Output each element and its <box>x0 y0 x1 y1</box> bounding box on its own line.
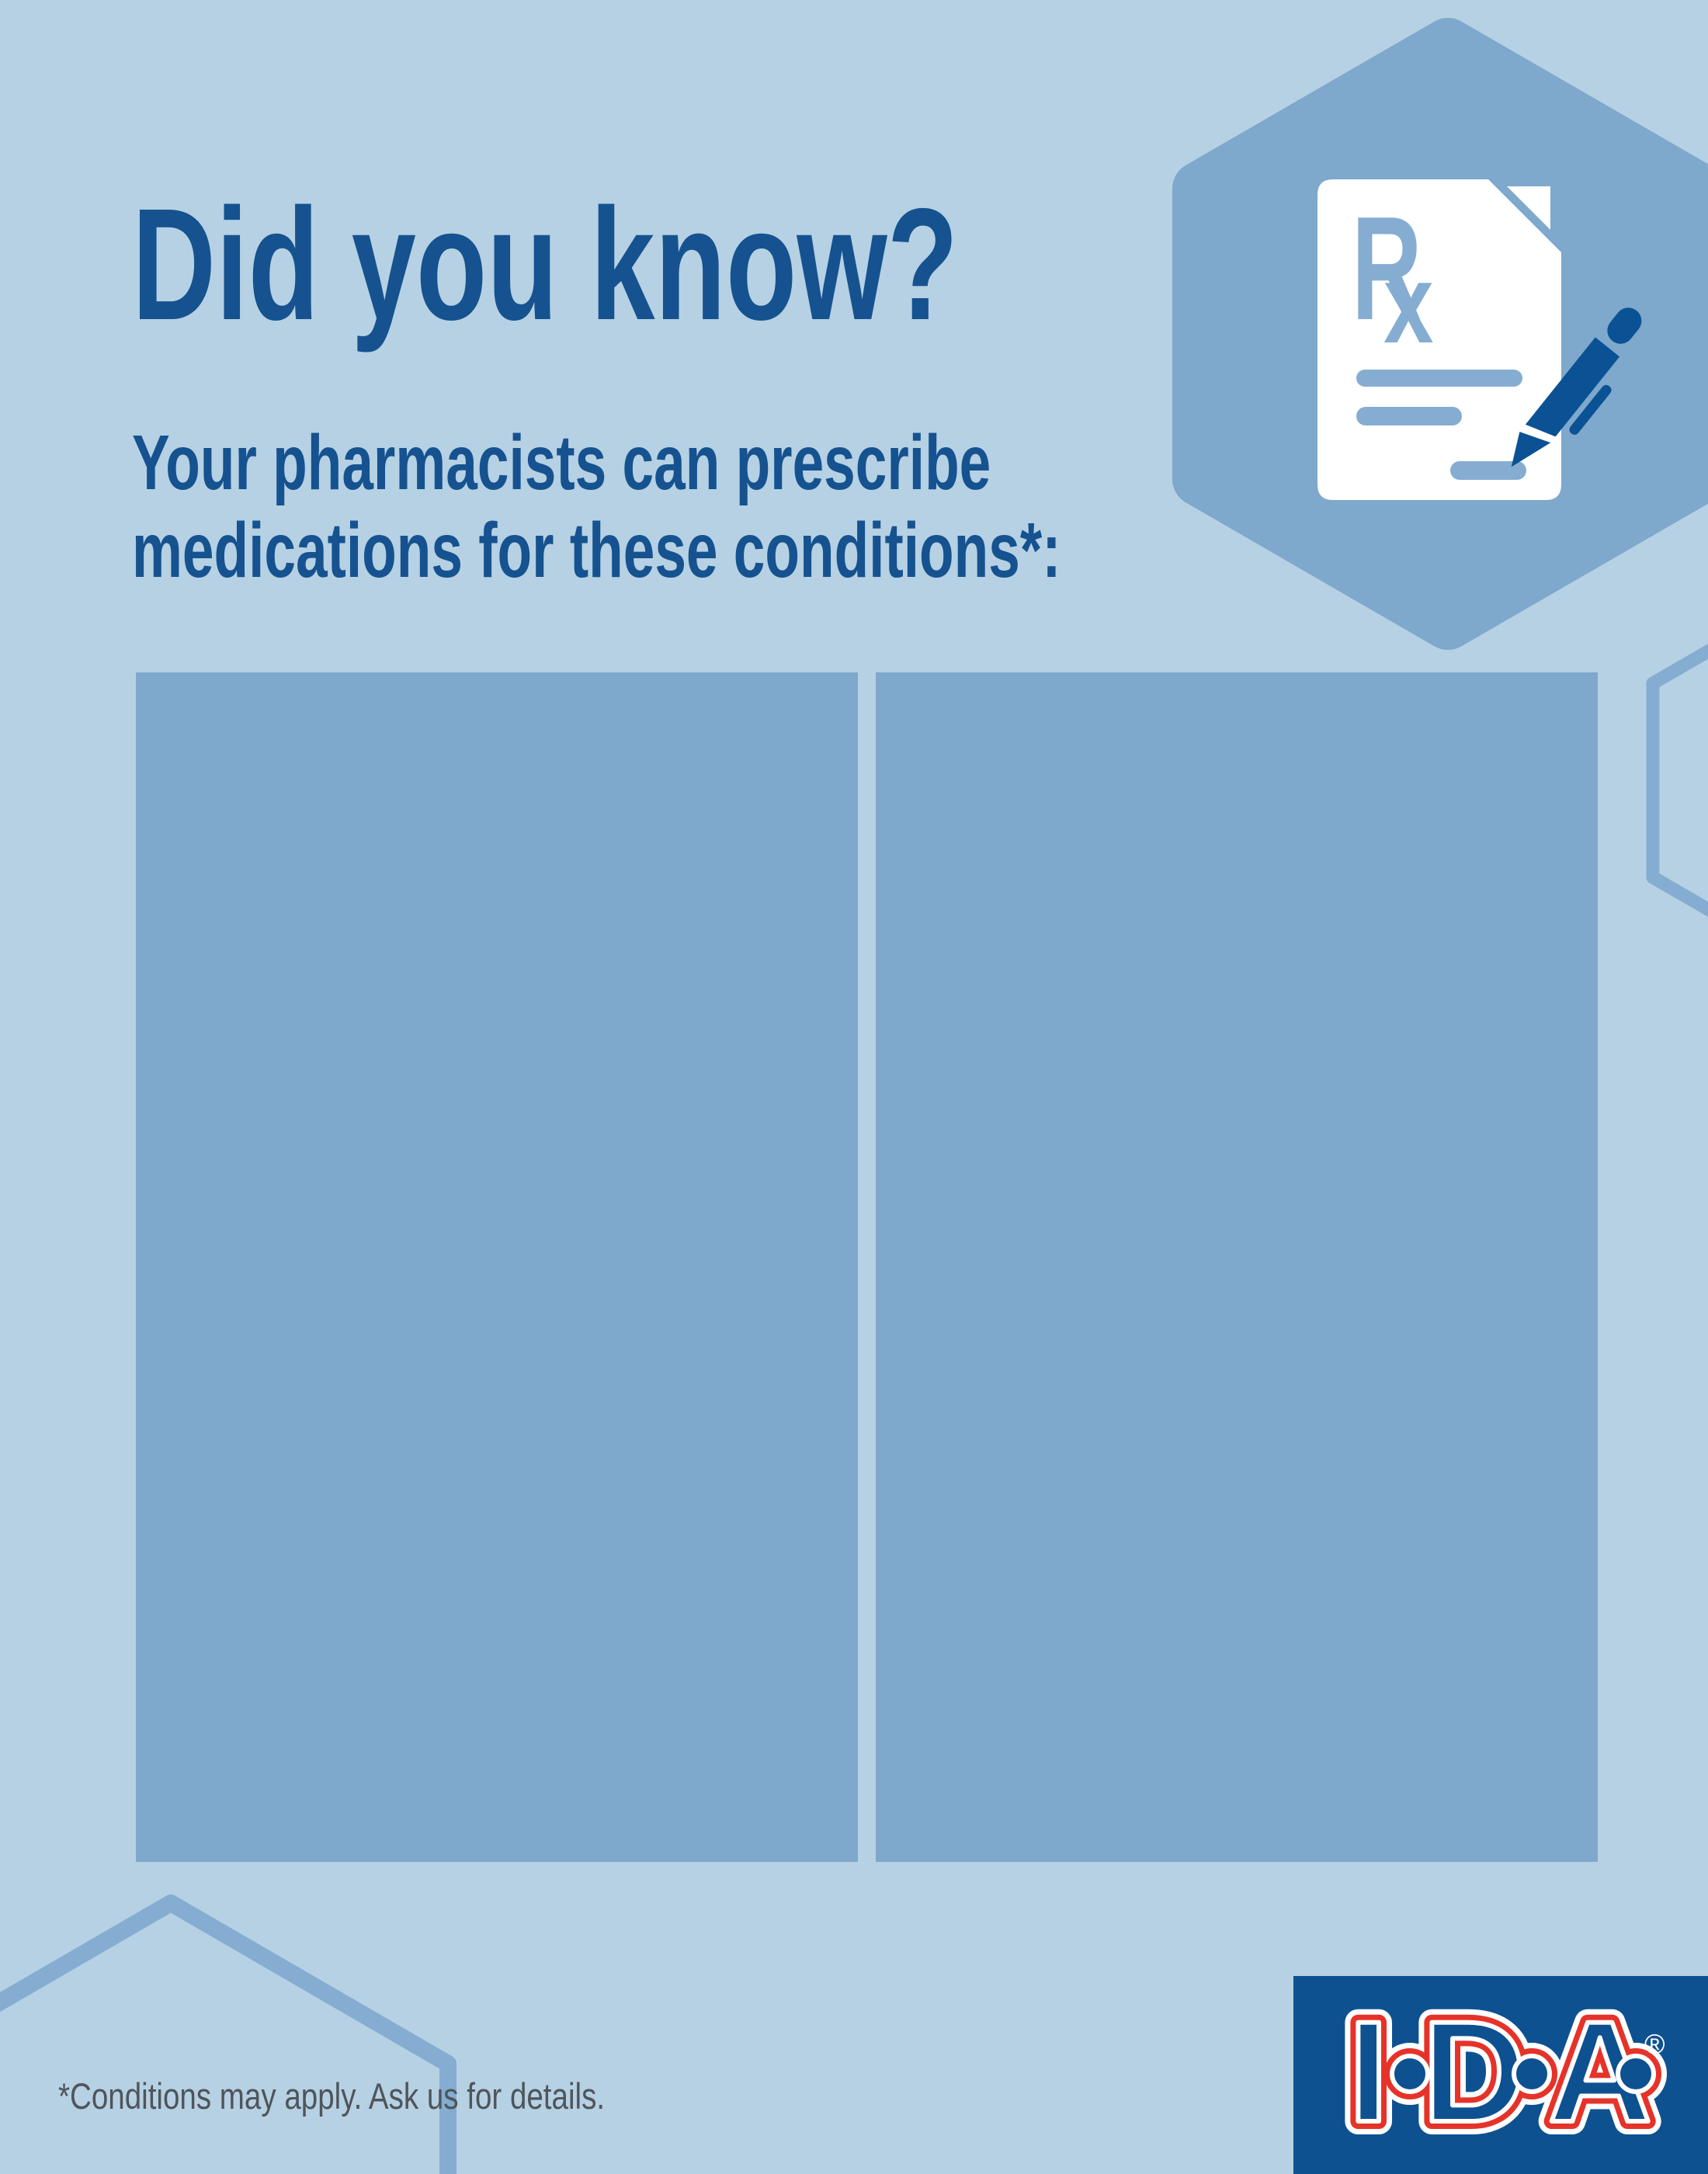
subtitle: Your pharmacists can prescribe medication… <box>132 419 1404 595</box>
ida-logo: I D A ® <box>1293 1976 1708 2174</box>
subtitle-line-2: medications for these conditions*: <box>132 507 1061 594</box>
subtitle-line-1: Your pharmacists can prescribe <box>132 419 991 506</box>
pen-cap <box>1607 307 1642 344</box>
document-line-2 <box>1356 407 1462 425</box>
rx-symbol-sub: x <box>1383 241 1434 366</box>
rx-document-icon: R x <box>1317 179 1642 500</box>
pen-clip <box>1569 384 1612 435</box>
condition-panel-left <box>136 672 858 1862</box>
signature-line <box>1450 461 1526 480</box>
pen-tip <box>1511 432 1551 467</box>
document-line-1 <box>1356 370 1522 387</box>
pen-body <box>1525 337 1620 437</box>
rx-symbol-main: R <box>1352 186 1422 351</box>
footnote: *Conditions may apply. Ask us for detail… <box>58 2075 606 2117</box>
page-title: Did you know? <box>132 175 959 353</box>
condition-panel-right <box>876 672 1598 1862</box>
pen-icon <box>1511 307 1642 467</box>
hexagon-outline-bottom-left-icon <box>0 1894 457 2174</box>
document-fold-corner <box>1507 186 1550 230</box>
ida-logo-panel: I D A ® <box>1293 1976 1708 2174</box>
registered-trademark-icon: ® <box>1644 2028 1665 2060</box>
hexagon-outline-right-icon <box>1646 644 1708 917</box>
